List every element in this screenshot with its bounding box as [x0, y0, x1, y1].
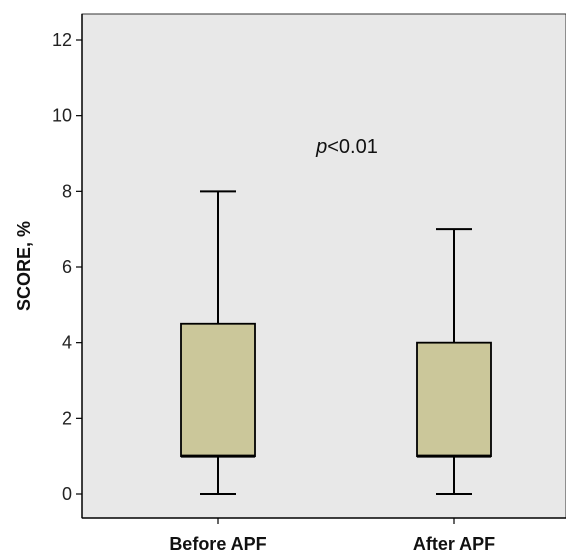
y-tick-label: 4 [62, 333, 72, 353]
y-tick-label: 8 [62, 181, 72, 201]
y-tick-label: 10 [52, 106, 72, 126]
y-axis-ticks: 0 2 4 6 8 10 12 [52, 30, 82, 504]
x-axis-labels: Before APF After APF [169, 518, 495, 554]
box-iqr [180, 322, 256, 458]
box-series [180, 190, 492, 495]
box-2 [416, 228, 492, 495]
y-tick-label: 6 [62, 257, 72, 277]
box-1 [180, 190, 256, 495]
y-axis-title: SCORE, % [14, 221, 34, 311]
y-tick-label: 12 [52, 30, 72, 50]
y-tick-label: 0 [62, 484, 72, 504]
x-tick-label: Before APF [169, 534, 266, 554]
p-value-annotation: p<0.01 [315, 136, 378, 158]
y-tick-label: 2 [62, 408, 72, 428]
box-iqr [416, 341, 492, 458]
p-value-rest: <0.01 [327, 136, 378, 158]
x-tick-label: After APF [413, 534, 495, 554]
plot-area [81, 13, 566, 519]
p-value-italic: p [315, 136, 327, 158]
